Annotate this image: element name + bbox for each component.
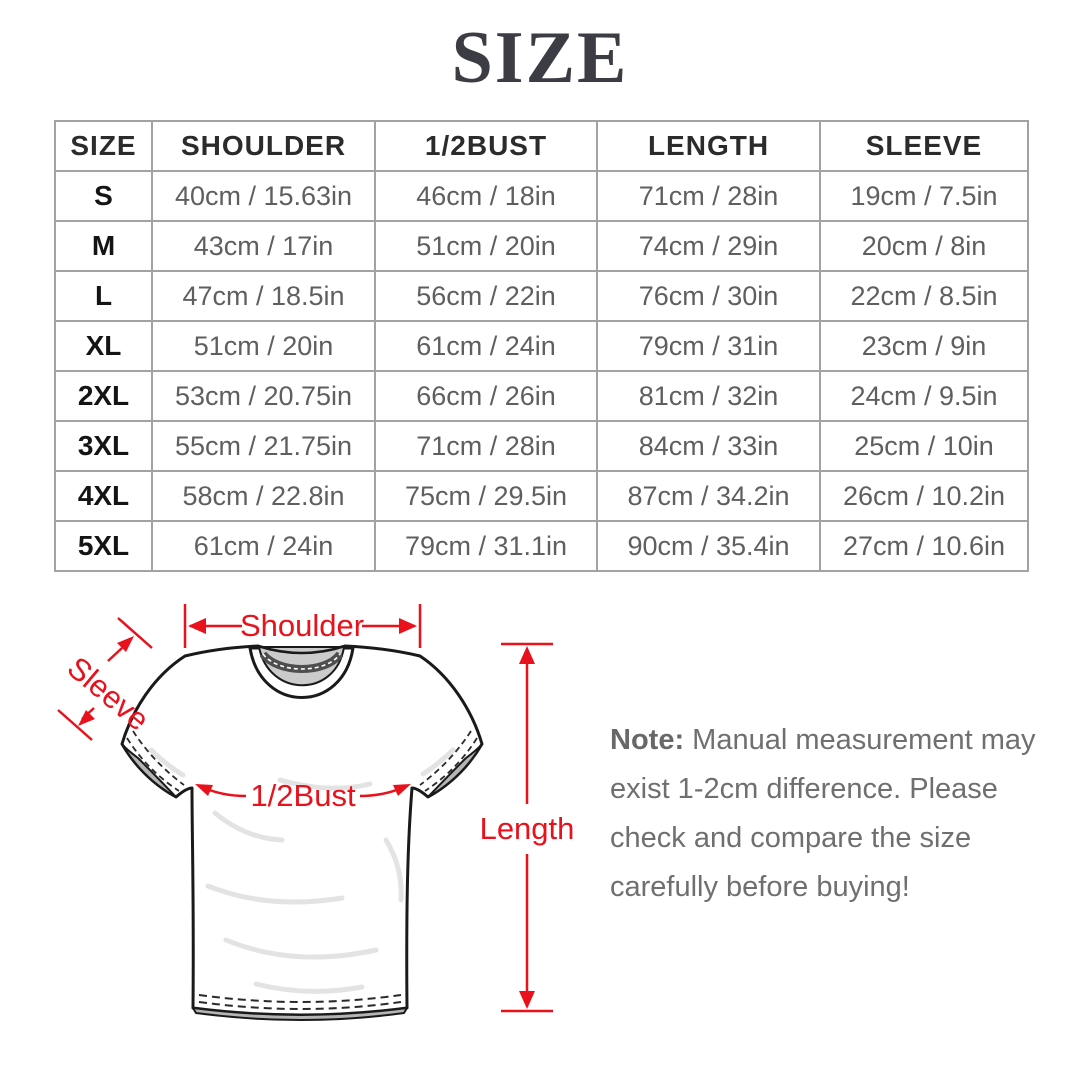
cell-bust: 56cm / 22in [374,270,598,322]
cell-sleeve: 19cm / 7.5in [819,170,1029,222]
length-arrow-down [519,991,535,1009]
header-sleeve: SLEEVE [819,120,1029,172]
cell-length: 74cm / 29in [596,220,821,272]
wrinkle [253,981,365,994]
cell-shoulder: 43cm / 17in [151,220,376,272]
cell-length: 76cm / 30in [596,270,821,322]
cell-size: L [54,270,153,322]
wrinkle [148,747,186,778]
sleeve-tick-bottom [57,709,93,741]
length-measure: Length [480,642,575,1013]
header-size: SIZE [54,120,153,172]
collar-band-stitch [262,653,341,670]
cell-size: M [54,220,153,272]
shoulder-measure: Shoulder [183,604,422,648]
wrinkle [383,837,404,903]
bust-arrow-right [393,784,411,796]
cell-size: 4XL [54,470,153,522]
cell-shoulder: 40cm / 15.63in [151,170,376,222]
cell-bust: 61cm / 24in [374,320,598,372]
cell-length: 87cm / 34.2in [596,470,821,522]
wrinkle [205,883,345,905]
shoulder-label: Shoulder [240,608,364,643]
cell-bust: 79cm / 31.1in [374,520,598,572]
cell-sleeve: 23cm / 9in [819,320,1029,372]
header-bust: 1/2BUST [374,120,598,172]
bust-label: 1/2Bust [250,778,356,813]
bust-measure: 1/2Bust [195,778,411,813]
table-header-row: SIZE SHOULDER 1/2BUST LENGTH SLEEVE [54,120,1029,172]
cell-sleeve: 24cm / 9.5in [819,370,1029,422]
cell-length: 81cm / 32in [596,370,821,422]
cell-size: XL [54,320,153,372]
cell-sleeve: 20cm / 8in [819,220,1029,272]
header-shoulder: SHOULDER [151,120,376,172]
cell-size: 2XL [54,370,153,422]
sleeve-tick-top [117,617,153,649]
table-row: L 47cm / 18.5in 56cm / 22in 76cm / 30in … [54,270,1029,322]
left-cuff [121,743,177,798]
table-row: S 40cm / 15.63in 46cm / 18in 71cm / 28in… [54,170,1029,222]
collar-back-line [257,644,346,655]
cell-shoulder: 55cm / 21.75in [151,420,376,472]
table-row: 2XL 53cm / 20.75in 66cm / 26in 81cm / 32… [54,370,1029,422]
cell-sleeve: 22cm / 8.5in [819,270,1029,322]
wrinkle [420,747,456,777]
cell-sleeve: 27cm / 10.6in [819,520,1029,572]
cell-bust: 75cm / 29.5in [374,470,598,522]
sleeve-measure: Sleeve [57,617,156,741]
length-arrow-up [519,646,535,664]
header-length: LENGTH [596,120,821,172]
length-label: Length [480,811,575,846]
sleeve-arrow-top [117,636,134,652]
note-text: Manual measurement may exist 1-2cm diffe… [610,724,1036,903]
page-title: SIZE [451,17,629,99]
cell-bust: 71cm / 28in [374,420,598,472]
cell-sleeve: 26cm / 10.2in [819,470,1029,522]
sleeve-arrow-bottom [78,710,95,726]
cell-shoulder: 53cm / 20.75in [151,370,376,422]
cell-length: 84cm / 33in [596,420,821,472]
table-row: M 43cm / 17in 51cm / 20in 74cm / 29in 20… [54,220,1029,272]
tshirt-measurement-diagram: Shoulder Sleeve 1/2Bust Length [57,604,575,1021]
cell-shoulder: 51cm / 20in [151,320,376,372]
cell-bust: 51cm / 20in [374,220,598,272]
cell-shoulder: 58cm / 22.8in [151,470,376,522]
cell-shoulder: 47cm / 18.5in [151,270,376,322]
note: Note: Manual measurement may exist 1-2cm… [610,716,1060,912]
hem-roll [192,1007,408,1021]
right-cuff [427,743,483,798]
size-table: SIZE SHOULDER 1/2BUST LENGTH SLEEVE S 40… [54,120,1029,572]
cell-size: S [54,170,153,222]
cell-length: 90cm / 35.4in [596,520,821,572]
sleeve-line-top [107,647,123,662]
tshirt-illustration [120,644,484,1021]
wrinkle [223,937,379,960]
wrinkle [212,810,285,843]
table-row: 4XL 58cm / 22.8in 75cm / 29.5in 87cm / 3… [54,470,1029,522]
table-row: 3XL 55cm / 21.75in 71cm / 28in 84cm / 33… [54,420,1029,472]
cell-shoulder: 61cm / 24in [151,520,376,572]
shoulder-arrow-left [188,618,206,634]
wrinkle [277,777,373,791]
bust-arrow-left [195,784,213,796]
shoulder-arrow-right [399,618,417,634]
note-label: Note: [610,724,685,756]
cell-bust: 66cm / 26in [374,370,598,422]
cell-bust: 46cm / 18in [374,170,598,222]
cell-size: 5XL [54,520,153,572]
tshirt-body [120,644,484,1017]
cell-length: 71cm / 28in [596,170,821,222]
table-row: 5XL 61cm / 24in 79cm / 31.1in 90cm / 35.… [54,520,1029,572]
cell-size: 3XL [54,420,153,472]
table-row: XL 51cm / 20in 61cm / 24in 79cm / 31in 2… [54,320,1029,372]
cell-sleeve: 25cm / 10in [819,420,1029,472]
cell-length: 79cm / 31in [596,320,821,372]
